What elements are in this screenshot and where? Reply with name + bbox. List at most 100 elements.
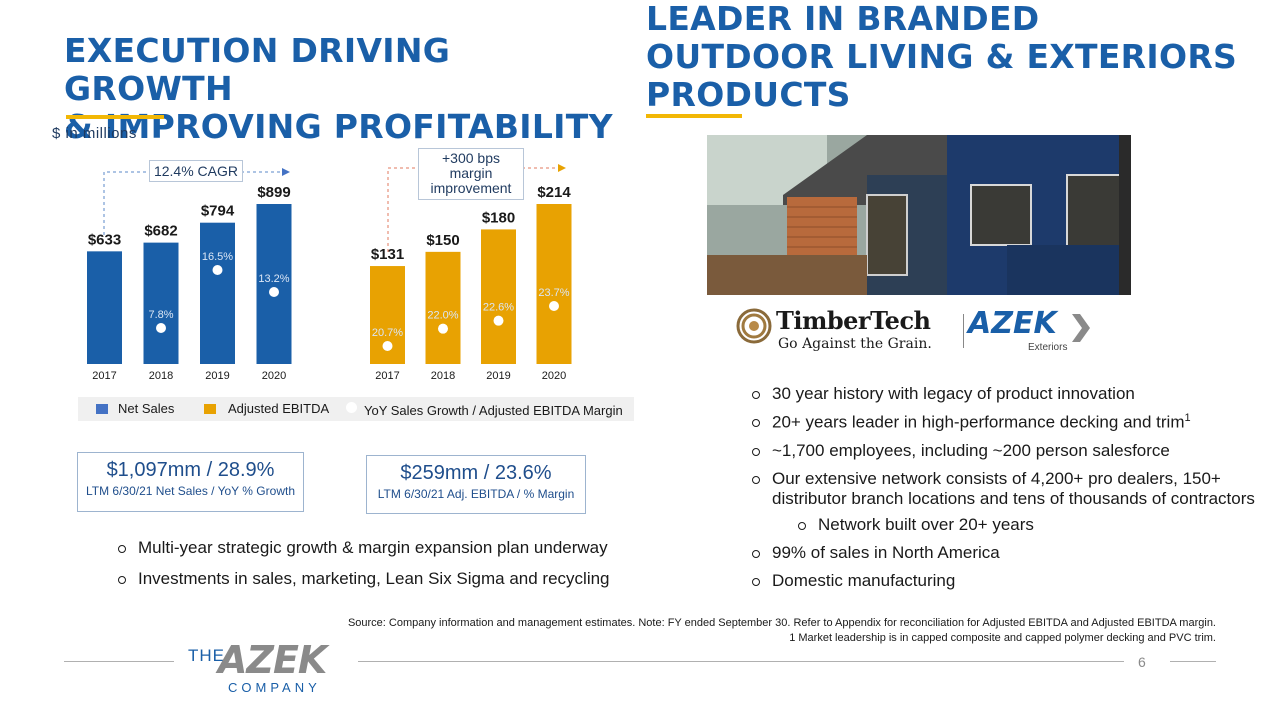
right-title-line2: OUTDOOR LIVING & EXTERIORS — [646, 37, 1238, 76]
ebitda-x-label: 2017 — [375, 370, 399, 382]
azek-exteriors-label: Exteriors — [1028, 342, 1068, 353]
net-sales-bar — [143, 242, 179, 364]
legend-swatch-net-sales — [96, 404, 108, 414]
source-note: Source: Company information and manageme… — [347, 617, 1216, 629]
right-bullet-item: ~1,700 employees, including ~200 person … — [752, 441, 1277, 461]
kpi-net-sales: $1,097mm / 28.9% LTM 6/30/21 Net Sales /… — [77, 452, 304, 512]
kpi-net-sales-value: $1,097mm / 28.9% — [106, 459, 275, 481]
net-sales-rate-dot — [269, 287, 279, 297]
units-label: $ in millions — [52, 125, 137, 142]
bullet-circle-icon — [798, 521, 806, 530]
timbertech-wordmark: TimberTech — [776, 306, 931, 335]
cagr-callout: 12.4% CAGR — [149, 160, 243, 182]
ebitda-bar — [536, 204, 572, 364]
footer-rule-middle — [358, 661, 1124, 662]
legend-ebitda: Adjusted EBITDA — [228, 401, 330, 416]
timbertech-tagline: Go Against the Grain. — [778, 336, 932, 352]
right-title-accent — [646, 114, 742, 118]
the-azek-company-logo: THE AZEK COMPANY — [188, 638, 358, 698]
left-title-line1: EXECUTION DRIVING GROWTH — [64, 31, 451, 108]
right-title: LEADER IN BRANDED OUTDOOR LIVING & EXTER… — [646, 0, 1266, 114]
net-sales-value-label: $633 — [88, 231, 121, 248]
ebitda-rate-dot — [493, 315, 504, 326]
ebitda-x-label: 2020 — [542, 370, 566, 382]
margin-arrow-icon — [558, 164, 566, 172]
net-sales-bar — [200, 222, 235, 364]
ebitda-bar — [425, 251, 461, 364]
ebitda-rate-label: 23.7% — [538, 287, 569, 299]
bullet-circle-icon — [752, 419, 760, 427]
ebitda-rate-label: 22.6% — [483, 302, 514, 314]
footer-rule-left — [64, 661, 174, 662]
right-title-line1: LEADER IN BRANDED — [646, 0, 1040, 38]
cagr-connector — [103, 171, 149, 235]
margin-connector — [387, 167, 418, 252]
timbertech-ring-icon — [736, 308, 772, 344]
left-title: EXECUTION DRIVING GROWTH & IMPROVING PRO… — [64, 32, 624, 146]
left-title-accent — [66, 115, 164, 119]
ebitda-value-label: $150 — [426, 232, 459, 249]
bullet-circle-icon — [752, 447, 760, 456]
net-sales-x-label: 2018 — [149, 370, 173, 382]
azek-wordmark: AZEK — [968, 306, 1057, 341]
left-bullets: Multi-year strategic growth & margin exp… — [118, 538, 638, 589]
ebitda-rate-dot — [549, 301, 559, 311]
azek-chevron-icon — [1072, 314, 1090, 342]
ebitda-x-label: 2018 — [431, 370, 455, 382]
bullet-circle-icon — [752, 577, 760, 586]
net-sales-value-label: $899 — [257, 184, 290, 201]
legend-swatch-ebitda — [204, 404, 216, 414]
page-number: 6 — [1138, 654, 1146, 670]
bullet-circle-icon — [752, 391, 760, 399]
right-bullet-item: 99% of sales in North America — [752, 543, 1277, 563]
logo-divider — [963, 314, 964, 348]
net-sales-rate-label: 7.8% — [148, 309, 173, 321]
footer-rule-right — [1170, 661, 1216, 662]
house-illustration — [707, 135, 1131, 295]
right-bullet-item: Domestic manufacturing — [752, 571, 1277, 591]
ebitda-value-label: $214 — [537, 184, 571, 201]
net-sales-rate-label: 16.5% — [202, 251, 233, 263]
right-title-line3: PRODUCTS — [646, 75, 851, 114]
ebitda-x-label: 2019 — [486, 370, 510, 382]
kpi-ebitda-value: $259mm / 23.6% — [400, 462, 552, 484]
net-sales-bar — [87, 251, 122, 364]
logo-the: THE — [188, 646, 225, 665]
net-sales-x-label: 2017 — [92, 370, 116, 382]
cagr-arrow-icon — [282, 168, 290, 176]
kpi-ebitda: $259mm / 23.6% LTM 6/30/21 Adj. EBITDA /… — [366, 455, 586, 514]
margin-callout: +300 bps margin improvement — [418, 148, 524, 200]
net-sales-rate-dot — [156, 323, 166, 333]
azek-exteriors-logo: AZEK Exteriors — [968, 306, 1092, 353]
right-bullet-item: Our extensive network consists of 4,200+… — [752, 469, 1277, 509]
bullet-circle-icon — [118, 576, 126, 584]
net-sales-bar — [256, 204, 292, 364]
net-sales-value-label: $794 — [201, 203, 235, 220]
ebitda-rate-label: 20.7% — [372, 327, 403, 339]
ebitda-value-label: $180 — [482, 209, 515, 226]
timbertech-logo: TimberTech Go Against the Grain. — [736, 306, 946, 354]
right-sub-bullet-item: Network built over 20+ years — [798, 515, 1277, 535]
legend-swatch-rate — [346, 402, 357, 413]
left-bullet-item: Multi-year strategic growth & margin exp… — [118, 538, 638, 558]
right-bullet-item: 20+ years leader in high-performance dec… — [752, 412, 1277, 433]
net-sales-rate-label: 13.2% — [258, 273, 289, 285]
right-bullets: 30 year history with legacy of product i… — [752, 384, 1277, 591]
logo-company: COMPANY — [228, 680, 321, 695]
house-photo — [707, 135, 1131, 295]
net-sales-value-label: $682 — [144, 223, 177, 240]
footnote-marker: 1 — [1184, 412, 1191, 424]
chart-legend: Net Sales Adjusted EBITDA YoY Sales Grow… — [78, 397, 634, 421]
ebitda-bar — [481, 229, 516, 364]
legend-net-sales: Net Sales — [118, 401, 175, 416]
charts-area: $633 2017 $682 2018 7.8% $794 2019 16.5% $899 202… — [87, 164, 572, 382]
logo-azek: AZEK — [218, 638, 327, 682]
kpi-ebitda-caption: LTM 6/30/21 Adj. EBITDA / % Margin — [377, 487, 575, 501]
bullet-circle-icon — [752, 475, 760, 484]
net-sales-rate-dot — [212, 265, 223, 275]
right-bullet-item: 30 year history with legacy of product i… — [752, 384, 1277, 404]
net-sales-x-label: 2019 — [205, 370, 229, 382]
left-title-line2: & IMPROVING PROFITABILITY — [64, 107, 613, 146]
bullet-circle-icon — [118, 545, 126, 553]
net-sales-x-label: 2020 — [262, 370, 286, 382]
